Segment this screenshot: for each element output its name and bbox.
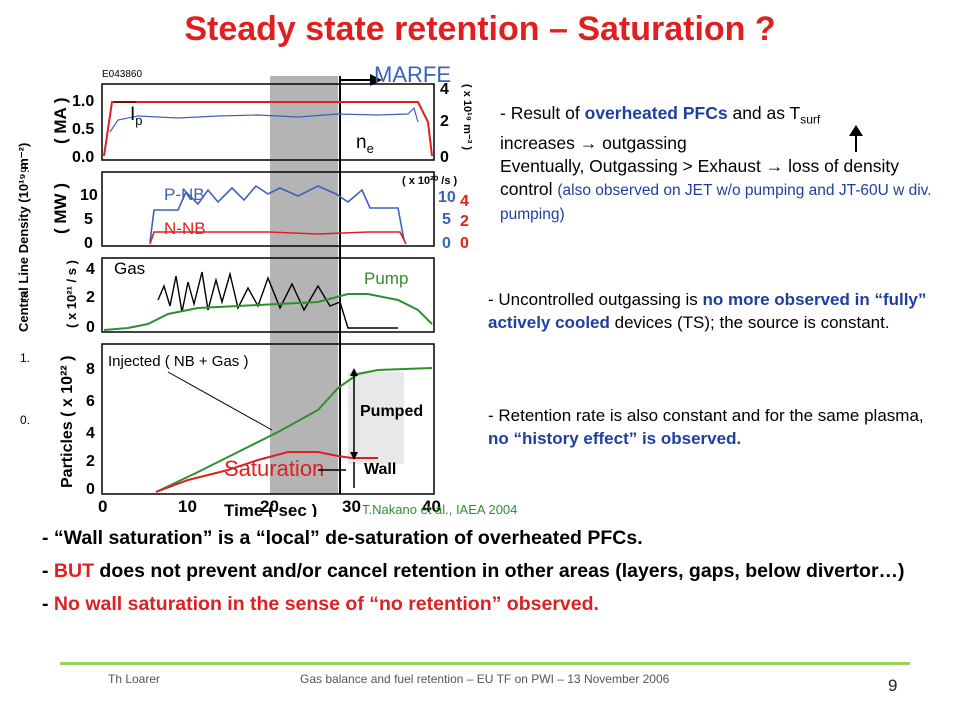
svg-text:10: 10	[438, 189, 456, 206]
bullet-retention-rate: - Retention rate is also constant and fo…	[488, 406, 924, 448]
svg-text:0.0: 0.0	[72, 149, 94, 166]
panel-particles: Particles ( x 10²² ) 8 6 4 2 0 Injected …	[59, 343, 435, 498]
svg-text:4: 4	[86, 425, 95, 442]
svg-text:10: 10	[178, 497, 197, 516]
saturation-label: Saturation	[224, 456, 324, 481]
svg-text:8: 8	[86, 361, 95, 378]
svg-text:5: 5	[442, 211, 451, 228]
arrow-icon: →	[579, 132, 598, 153]
svg-text:2: 2	[440, 113, 449, 130]
conclusion-line: - “Wall saturation” is a “local” de-satu…	[42, 527, 643, 549]
nnb-label: N-NB	[164, 219, 206, 238]
svg-text:6: 6	[86, 393, 95, 410]
svg-text:40: 40	[422, 497, 441, 516]
svg-text:0: 0	[440, 149, 449, 166]
panel1-ylabel: ( MA )	[51, 97, 70, 144]
side-tick: 0.	[20, 413, 30, 427]
side-tick: 1.	[20, 351, 30, 365]
footer-event: Gas balance and fuel retention – EU TF o…	[300, 672, 670, 686]
conclusion-line: - No wall saturation in the sense of “no…	[42, 593, 599, 615]
side-tick: 3.	[20, 161, 30, 175]
panel1-right-label: ( x 10¹⁹ m⁻³ )	[461, 84, 473, 150]
footer-author: Th Loarer	[108, 672, 161, 686]
central-line-density-label: Central Line Density (10¹⁹ m⁻²)	[18, 143, 31, 332]
bullet-uncontrolled: - Uncontrolled outgassing is no more obs…	[488, 290, 927, 332]
figure-caption: T.Nakano et al., IAEA 2004	[362, 502, 518, 517]
svg-text:0: 0	[84, 235, 93, 252]
svg-text:0: 0	[86, 319, 95, 336]
svg-text:1.0: 1.0	[72, 93, 94, 110]
pump-label: Pump	[364, 269, 408, 288]
panel2-ylabel: ( MW )	[51, 183, 70, 234]
panel-power: ( MW ) 10 5 0 ( x 10²⁰ /s ) 10 5 0 4 2 0…	[51, 171, 469, 252]
gas-label: Gas	[114, 259, 145, 278]
footer-divider	[60, 662, 910, 665]
ip-label: Ip	[130, 104, 143, 128]
svg-text:10: 10	[80, 187, 98, 204]
panel-gas-pump: ( x 10²¹ / s ) 4 2 0 Gas Pump	[64, 257, 435, 336]
svg-text:0: 0	[460, 235, 469, 252]
slide-title: Steady state retention – Saturation ?	[184, 10, 776, 48]
ne-label: ne	[356, 132, 374, 156]
svg-text:( x 10²⁰ /s ): ( x 10²⁰ /s )	[402, 175, 457, 187]
saturation-band	[270, 76, 338, 494]
arrow-up-icon	[849, 125, 863, 152]
conclusion-line: - BUT does not prevent and/or cancel ret…	[42, 560, 905, 582]
svg-text:0: 0	[442, 235, 451, 252]
wall-label: Wall	[364, 461, 396, 478]
svg-text:0: 0	[86, 481, 95, 498]
svg-text:4: 4	[440, 81, 449, 98]
svg-text:2: 2	[86, 289, 95, 306]
marfe-label: MARFE	[374, 62, 451, 87]
svg-text:5: 5	[84, 211, 93, 228]
side-tick: 2.	[20, 289, 30, 303]
injected-label: Injected ( NB + Gas )	[108, 353, 248, 370]
panel-current-density: ( MA ) 1.0 0.5 0.0 4 2 0 ( x 10¹⁹ m⁻³ ) …	[51, 81, 473, 166]
svg-text:2: 2	[460, 213, 469, 230]
svg-text:30: 30	[342, 497, 361, 516]
pumped-label: Pumped	[360, 403, 423, 420]
shot-id: E043860	[102, 69, 142, 80]
x-axis-label: Time ( sec )	[224, 501, 317, 517]
arrow-icon: →	[765, 155, 784, 176]
panel3-ylabel: ( x 10²¹ / s )	[64, 260, 79, 328]
svg-text:4: 4	[460, 193, 469, 210]
svg-text:0: 0	[98, 497, 107, 516]
experiment-figure: MARFE E043860 Central Line Density (10¹⁹…	[18, 62, 473, 517]
svg-text:20: 20	[260, 497, 279, 516]
panel4-ylabel: Particles ( x 10²² )	[59, 356, 76, 489]
conclusions: - “Wall saturation” is a “local” de-satu…	[42, 522, 942, 621]
bullet-outgassing: - Result of overheated PFCs and as Tsurf…	[500, 103, 932, 223]
svg-text:0.5: 0.5	[72, 121, 94, 138]
svg-text:2: 2	[86, 453, 95, 470]
pnb-label: P-NB	[164, 185, 205, 204]
page-number: 9	[888, 676, 898, 695]
svg-text:4: 4	[86, 261, 95, 278]
